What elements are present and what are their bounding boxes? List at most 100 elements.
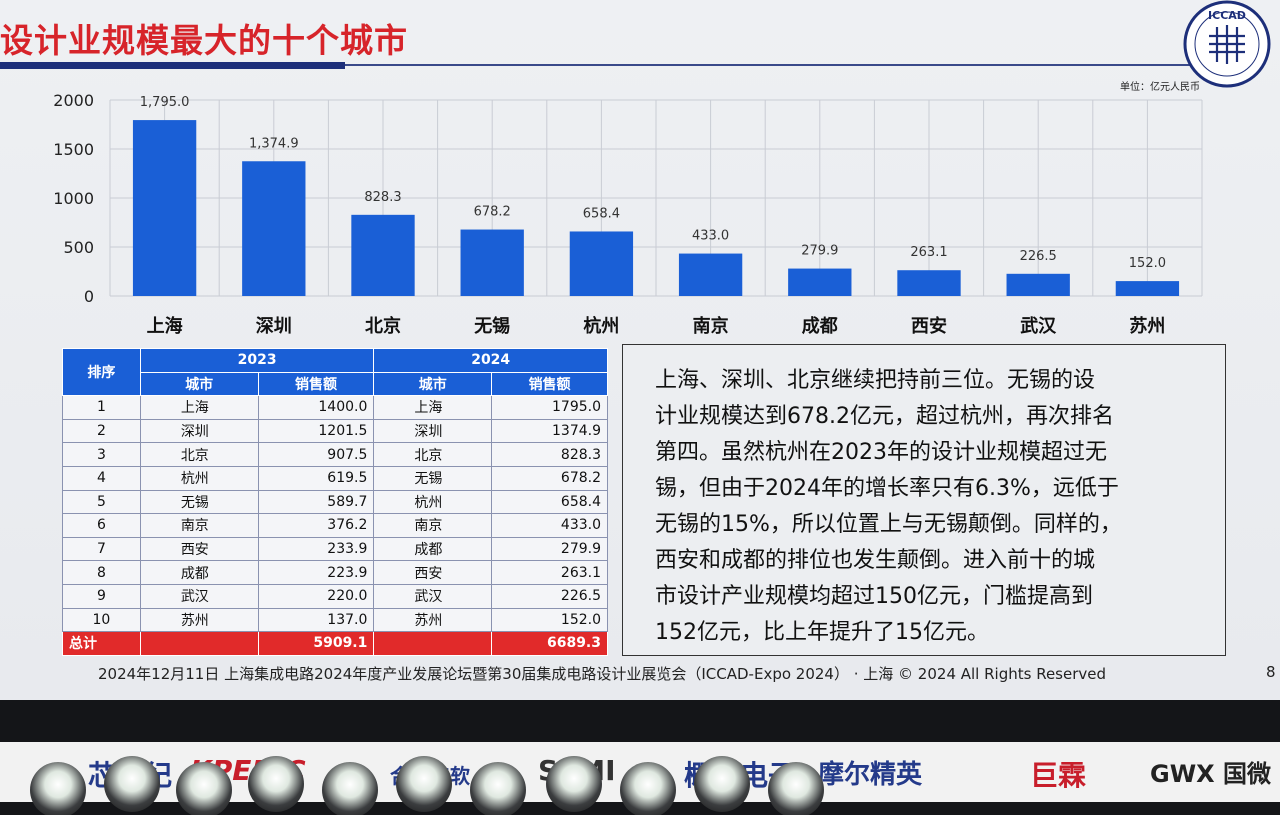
sponsor-logo: GWX 国微 — [1150, 760, 1272, 788]
table-cell-sales-b: 279.9 — [491, 536, 608, 562]
table-cell-city-a: 成都 — [139, 560, 259, 585]
summary-textbox: 上海、深圳、北京继续把持前三位。无锡的设 计业规模达到678.2亿元，超过杭州，… — [622, 344, 1226, 656]
table-cell-sales-a: 907.5 — [257, 442, 375, 467]
table-row: 2 深圳 1201.5 深圳 1374.9 — [62, 418, 608, 444]
table-cell-rank: 8 — [62, 560, 141, 585]
stage-light-icon — [694, 756, 750, 812]
sponsor-logo: 摩尔精英 — [818, 760, 923, 790]
table-row: 4 杭州 619.5 无锡 678.2 — [62, 465, 608, 491]
table-cell-sales-b: 433.0 — [491, 513, 608, 538]
unit-label: 单位：亿元人民币 — [1120, 82, 1200, 93]
table-cell-sales-a: 233.9 — [257, 536, 375, 562]
data-label: 152.0 — [1129, 256, 1166, 271]
data-label: 263.1 — [910, 245, 947, 260]
slide-footer: 2024年12月11日 上海集成电路2024年度产业发展论坛暨第30届集成电路设… — [98, 665, 1107, 683]
page-number: 8 — [1266, 663, 1276, 681]
table-cell-city-a: 上海 — [139, 395, 259, 420]
stage-light-icon — [396, 756, 452, 812]
table-cell-sales-a: 220.0 — [257, 583, 375, 609]
y-tick-label: 2000 — [53, 91, 94, 110]
city-a-header: 城市 — [139, 371, 259, 397]
stage-light-icon — [104, 756, 160, 812]
data-label: 279.9 — [801, 244, 838, 259]
data-label: 226.5 — [1020, 249, 1057, 264]
summary-line: 锡，但由于2024年的增长率只有6.3%，远低于 — [655, 476, 1119, 501]
table-cell-sales-a: 1201.5 — [257, 418, 375, 444]
table-cell-city-b: 杭州 — [373, 489, 493, 515]
total-a: 5909.1 — [257, 631, 375, 656]
stage-light-icon — [768, 762, 824, 815]
table-row: 10 苏州 137.0 苏州 152.0 — [62, 607, 608, 633]
category-label: 深圳 — [256, 315, 292, 337]
table-cell-sales-b: 658.4 — [491, 489, 608, 515]
table-cell-sales-b: 1374.9 — [491, 418, 608, 444]
title-underline-bar — [0, 62, 345, 69]
table-cell-city-b: 上海 — [373, 395, 493, 420]
bar — [460, 229, 524, 296]
bar — [351, 214, 415, 296]
category-label: 杭州 — [583, 315, 619, 337]
table-row: 1 上海 1400.0 上海 1795.0 — [62, 395, 608, 420]
table-cell-city-a: 武汉 — [139, 583, 259, 609]
table-cell-city-b: 武汉 — [373, 583, 493, 609]
summary-line: 计业规模达到678.2亿元，超过杭州，再次排名 — [655, 404, 1114, 429]
slide-title: 设计业规模最大的十个城市 — [0, 21, 408, 60]
bar — [788, 268, 852, 296]
data-label: 658.4 — [583, 206, 620, 221]
y-tick-label: 500 — [63, 238, 94, 257]
table-cell-rank: 9 — [62, 583, 141, 609]
category-label: 上海 — [147, 315, 183, 337]
table-cell-city-b: 无锡 — [373, 465, 493, 491]
total-spacer-a — [139, 631, 259, 656]
table-cell-city-b: 南京 — [373, 513, 493, 538]
table-cell-rank: 2 — [62, 418, 141, 444]
table-cell-sales-b: 678.2 — [491, 465, 608, 491]
table-cell-city-a: 南京 — [139, 513, 259, 538]
table-cell-rank: 4 — [62, 465, 141, 491]
table-row: 9 武汉 220.0 武汉 226.5 — [62, 583, 608, 609]
y-tick-label: 1500 — [53, 140, 94, 159]
table-cell-rank: 1 — [62, 395, 141, 420]
y-tick-label: 1000 — [53, 189, 94, 208]
stage-light-icon — [176, 762, 232, 815]
bar — [569, 231, 634, 296]
total-b: 6689.3 — [491, 631, 608, 656]
total-label: 总计 — [62, 631, 141, 656]
table-cell-sales-a: 589.7 — [257, 489, 375, 515]
table-row: 8 成都 223.9 西安 263.1 — [62, 560, 608, 585]
table-cell-city-a: 北京 — [139, 442, 259, 467]
table-cell-rank: 10 — [62, 607, 141, 633]
table-cell-sales-a: 1400.0 — [257, 395, 375, 420]
table-cell-sales-b: 226.5 — [491, 583, 608, 609]
category-label: 苏州 — [1129, 315, 1165, 337]
summary-line: 无锡的15%，所以位置上与无锡颠倒。同样的， — [655, 512, 1122, 537]
table-cell-sales-b: 1795.0 — [491, 395, 608, 420]
table-cell-city-b: 西安 — [373, 560, 493, 585]
iccad-logo-icon: ICCAD — [1183, 0, 1271, 88]
stage-light-icon — [546, 756, 602, 812]
total-row: 总计 5909.1 6689.3 — [62, 631, 608, 656]
table-row: 7 西安 233.9 成都 279.9 — [62, 536, 608, 562]
y-tick-label: 0 — [84, 287, 94, 306]
stage-light-icon — [30, 762, 86, 815]
year-a-header: 2023 — [139, 348, 375, 373]
data-label: 678.2 — [474, 205, 511, 220]
summary-line: 152亿元，比上年提升了15亿元。 — [655, 620, 989, 645]
sales-a-header: 销售额 — [257, 371, 375, 397]
category-label: 武汉 — [1020, 316, 1057, 337]
title-underline-line — [345, 64, 1195, 66]
table-body: 1 上海 1400.0 上海 1795.0 2 深圳 1201.5 深圳 1374.9 3 北京 907… — [62, 395, 608, 633]
bar — [678, 253, 743, 296]
table-cell-sales-a: 223.9 — [257, 560, 375, 585]
table-cell-city-b: 苏州 — [373, 607, 493, 633]
table-cell-sales-a: 137.0 — [257, 607, 375, 633]
data-label: 1,795.0 — [140, 95, 190, 110]
table-cell-sales-a: 376.2 — [257, 513, 375, 538]
table-cell-sales-b: 152.0 — [491, 607, 608, 633]
table-cell-sales-b: 263.1 — [491, 560, 608, 585]
category-label: 南京 — [693, 315, 729, 337]
table-cell-city-a: 无锡 — [139, 489, 259, 515]
category-label: 成都 — [802, 315, 838, 337]
summary-line: 市设计产业规模均超过150亿元，门槛提高到 — [655, 584, 1093, 609]
bar — [1006, 273, 1070, 296]
